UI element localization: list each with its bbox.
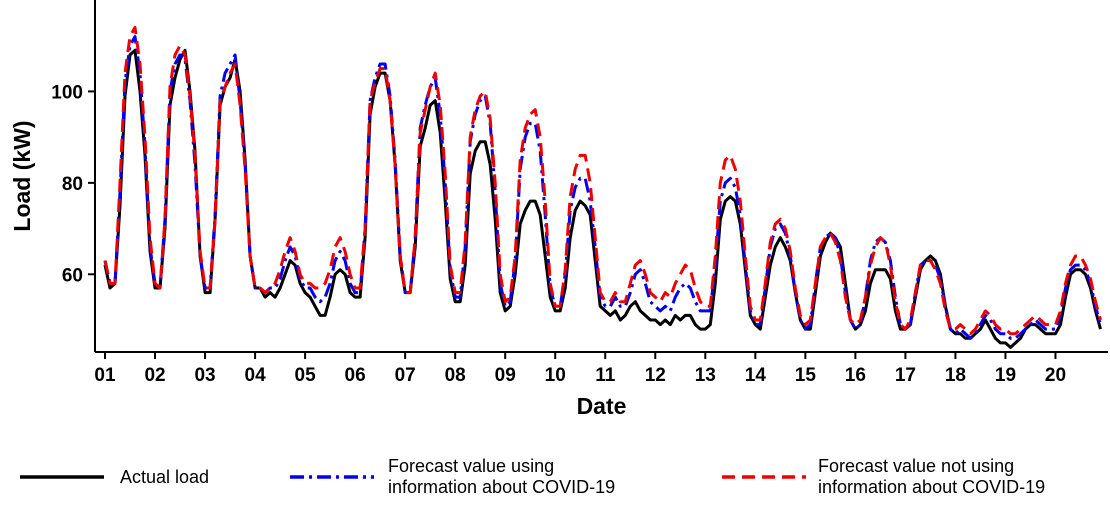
x-tick-label: 19	[995, 365, 1016, 386]
x-tick-label: 01	[94, 365, 116, 386]
x-tick-label: 13	[695, 365, 716, 386]
legend-item-actual-load: Actual load	[20, 440, 209, 514]
legend-label-forecast-with-covid: Forecast value using information about C…	[388, 456, 616, 497]
legend-item-forecast-with-covid: Forecast value using information about C…	[290, 440, 615, 514]
x-tick-label: 05	[295, 365, 317, 386]
x-axis-title: Date	[577, 393, 627, 419]
x-tick-label: 04	[245, 365, 267, 386]
legend-label-forecast-without-covid: Forecast value not using information abo…	[818, 456, 1046, 497]
series-forecast-without-covid	[103, 25, 1102, 336]
x-tick-label: 20	[1045, 365, 1066, 386]
x-tick-label: 12	[645, 365, 666, 386]
x-tick-label: 18	[945, 365, 966, 386]
legend-swatch-actual-load	[20, 475, 104, 479]
x-tick-label: 14	[745, 365, 767, 386]
series-actual-load	[103, 48, 1102, 349]
x-axis-ticks: 01 02 03 04 05 06 07 08 09 10 11 12 13 14 15 16 17 18 19 20	[94, 352, 1066, 386]
y-axis-ticks: 60 80 100	[51, 82, 95, 286]
y-tick-label: 100	[51, 82, 83, 103]
x-tick-label: 07	[395, 365, 416, 386]
y-axis-title: Load (kW)	[9, 120, 35, 231]
x-tick-label: 10	[545, 365, 566, 386]
x-tick-label: 03	[194, 365, 215, 386]
x-tick-label: 06	[345, 365, 366, 386]
x-tick-label: 02	[144, 365, 165, 386]
x-tick-label: 09	[495, 365, 516, 386]
legend-item-forecast-without-covid: Forecast value not using information abo…	[722, 440, 1045, 514]
series-layer	[103, 25, 1102, 349]
axes-layer	[94, 0, 1108, 353]
y-tick-label: 80	[62, 174, 83, 195]
legend-swatch-forecast-without-covid	[722, 475, 806, 479]
legend-label-actual-load: Actual load	[120, 466, 210, 487]
x-tick-label: 17	[895, 365, 916, 386]
y-tick-label: 60	[62, 265, 83, 286]
x-tick-label: 11	[595, 365, 616, 386]
legend-swatch-forecast-with-covid	[290, 475, 374, 479]
x-tick-label: 15	[795, 365, 817, 386]
legend: Actual load Forecast value using informa…	[0, 440, 1110, 514]
x-tick-label: 08	[445, 365, 466, 386]
series-forecast-with-covid	[103, 35, 1102, 340]
x-tick-label: 16	[845, 365, 866, 386]
load-chart: 01 02 03 04 05 06 07 08 09 10 11 12 13 14 15 16 17 18 19 20…	[9, 0, 1108, 419]
